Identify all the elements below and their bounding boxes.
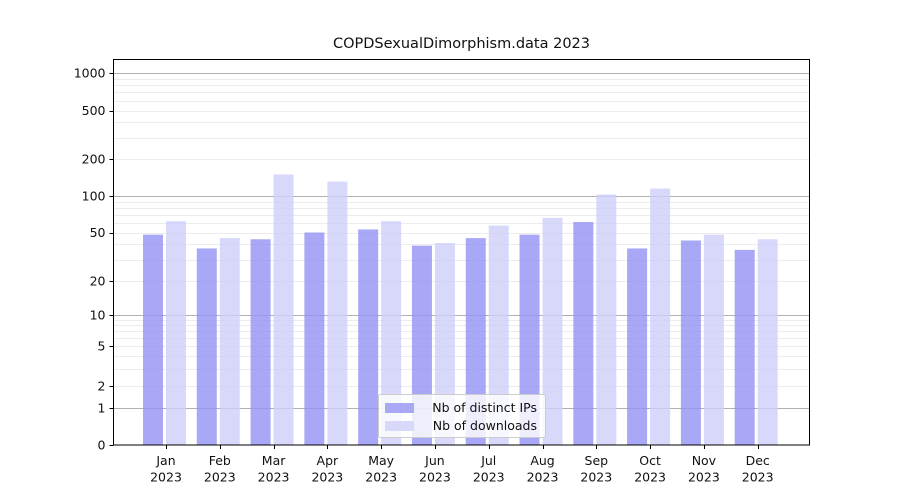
bar-distinct-ips-mar	[250, 239, 271, 445]
bar-distinct-ips-feb	[196, 248, 217, 445]
bar-downloads-aug	[542, 217, 563, 445]
y-tick-label: 20	[90, 273, 106, 288]
y-tick-label: 1	[98, 400, 106, 415]
legend-swatch-downloads	[385, 420, 414, 432]
bar-distinct-ips-jan	[143, 234, 163, 445]
legend-item-downloads: Nb of downloads	[385, 417, 537, 435]
bar-downloads-jan	[166, 221, 186, 445]
bar-downloads-feb	[219, 238, 240, 445]
bar-downloads-apr	[327, 181, 348, 445]
y-tick-label: 200	[82, 151, 106, 166]
bar-distinct-ips-sep	[573, 222, 594, 445]
x-tick-label: Nov 2023	[688, 453, 720, 485]
x-tick-label: Aug 2023	[527, 453, 559, 485]
x-tick-label: Jan 2023	[150, 453, 182, 485]
bar-distinct-ips-apr	[304, 232, 325, 445]
bar-downloads-mar	[273, 174, 294, 445]
legend-label-distinct-ips: Nb of distinct IPs	[432, 400, 537, 415]
plot-border	[113, 59, 810, 446]
y-tick-label: 5	[98, 339, 106, 354]
bar-distinct-ips-jul	[465, 238, 486, 445]
bar-downloads-dec	[757, 239, 778, 445]
y-tick-label: 1000	[74, 66, 106, 81]
x-tick-label: Feb 2023	[204, 453, 236, 485]
legend-item-distinct-ips: Nb of distinct IPs	[385, 399, 537, 417]
x-tick-label: Sep 2023	[580, 453, 612, 485]
y-tick-label: 10	[90, 308, 106, 323]
y-tick-label: 50	[90, 225, 106, 240]
y-tick-label: 0	[98, 437, 106, 452]
x-tick-label: Oct 2023	[634, 453, 666, 485]
legend: Nb of distinct IPs Nb of downloads	[378, 394, 546, 438]
bar-downloads-nov	[703, 234, 724, 445]
y-tick-label: 100	[82, 188, 106, 203]
x-tick-label: Mar 2023	[258, 453, 290, 485]
bar-downloads-oct	[650, 188, 671, 445]
bar-distinct-ips-aug	[519, 234, 540, 445]
bar-distinct-ips-oct	[627, 248, 648, 445]
y-tick-label: 2	[98, 379, 106, 394]
bar-downloads-may	[381, 221, 402, 445]
x-tick-label: May 2023	[365, 453, 397, 485]
bar-distinct-ips-nov	[680, 240, 701, 445]
x-tick-label: Jun 2023	[419, 453, 451, 485]
bar-downloads-sep	[596, 194, 617, 445]
bar-downloads-jul	[488, 225, 509, 445]
legend-label-downloads: Nb of downloads	[432, 418, 537, 433]
x-tick-label: Dec 2023	[742, 453, 774, 485]
bar-distinct-ips-may	[358, 229, 379, 445]
y-tick-label: 500	[82, 103, 106, 118]
chart-title: COPDSexualDimorphism.data 2023	[332, 36, 591, 52]
bar-distinct-ips-dec	[734, 249, 755, 445]
legend-swatch-distinct-ips	[385, 402, 414, 414]
x-tick-label: Jul 2023	[473, 453, 505, 485]
x-tick-label: Apr 2023	[311, 453, 343, 485]
